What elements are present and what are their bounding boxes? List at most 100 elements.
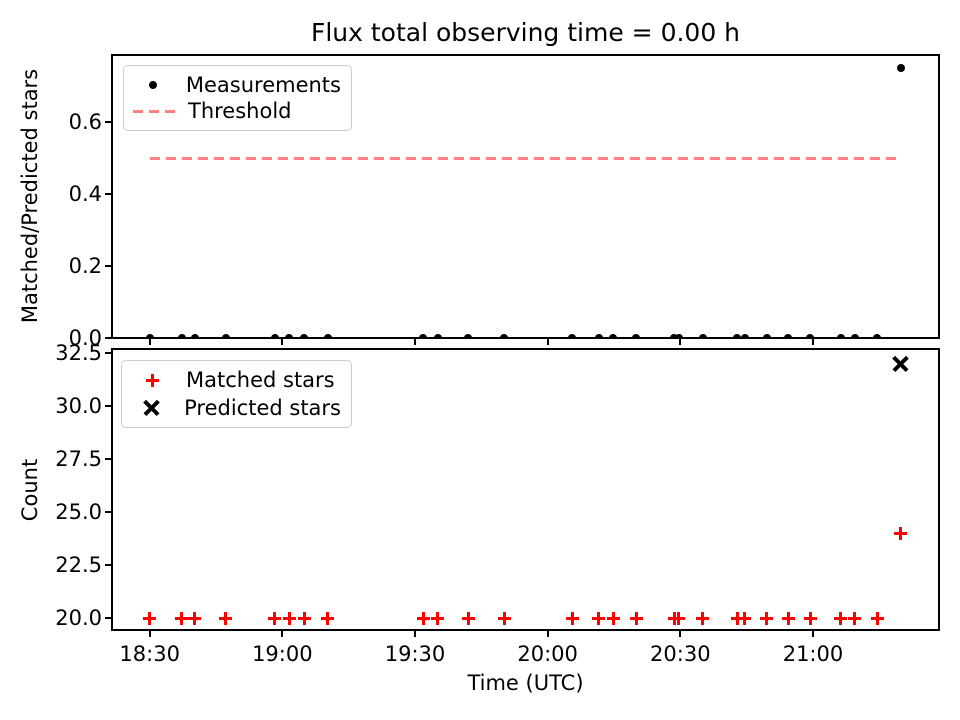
matched-stars-point bbox=[894, 527, 908, 540]
top-legend: Measurements Threshold bbox=[123, 65, 352, 131]
x-tick-mark bbox=[679, 338, 682, 345]
matched-stars-point bbox=[629, 611, 643, 625]
y-tick-label: 20.0 bbox=[55, 606, 102, 631]
matched-stars-point bbox=[781, 611, 795, 625]
legend-row-matched-stars: Matched stars bbox=[130, 368, 341, 392]
matched-stars-point bbox=[431, 611, 445, 625]
x-tick-mark bbox=[811, 338, 814, 345]
predicted-stars-x-icon bbox=[144, 400, 159, 415]
threshold-dash-icon bbox=[133, 109, 175, 113]
x-tick-mark bbox=[679, 630, 682, 637]
matched-stars-point bbox=[870, 611, 884, 625]
y-tick-mark bbox=[105, 617, 112, 620]
measurement-point bbox=[698, 334, 707, 338]
matched-stars-point bbox=[848, 611, 862, 625]
measurement-point bbox=[190, 334, 199, 338]
matched-stars-point bbox=[282, 611, 296, 625]
measurement-point bbox=[285, 334, 294, 338]
measurement-point bbox=[145, 334, 154, 338]
x-tick-label: 20:30 bbox=[650, 642, 711, 666]
x-tick-label: 20:00 bbox=[517, 642, 578, 666]
x-tick-mark bbox=[546, 630, 549, 637]
x-tick-label: 21:00 bbox=[782, 642, 844, 666]
matched-stars-point bbox=[738, 611, 752, 625]
x-tick-mark bbox=[148, 630, 151, 637]
matched-stars-point bbox=[565, 611, 579, 625]
y-tick-label: 0.4 bbox=[68, 182, 102, 207]
y-tick-label: 25.0 bbox=[55, 500, 102, 525]
measurement-point bbox=[733, 334, 742, 338]
matched-stars-point bbox=[143, 611, 157, 625]
matched-stars-point bbox=[188, 611, 202, 625]
y-tick-label: 27.5 bbox=[55, 447, 102, 472]
matched-stars-point bbox=[592, 611, 606, 625]
y-tick-mark bbox=[105, 121, 112, 124]
y-tick-mark bbox=[105, 352, 112, 355]
bottom-legend: Matched stars Predicted stars bbox=[121, 360, 352, 428]
matched-stars-point bbox=[461, 611, 475, 625]
x-tick-label: 18:30 bbox=[119, 642, 180, 666]
measurement-point bbox=[806, 334, 815, 338]
measurement-point bbox=[836, 334, 845, 338]
y-tick-label: 30.0 bbox=[55, 394, 102, 419]
x-tick-mark bbox=[148, 338, 151, 345]
legend-label-predicted-stars: Predicted stars bbox=[184, 395, 341, 420]
x-tick-mark bbox=[546, 338, 549, 345]
chart-title: Flux total observing time = 0.00 h bbox=[310, 18, 741, 47]
y-tick-label: 22.5 bbox=[55, 553, 102, 578]
y-tick-label: 0.6 bbox=[68, 110, 102, 135]
x-tick-mark bbox=[281, 338, 284, 345]
measurement-point bbox=[221, 334, 230, 338]
matched-stars-point bbox=[497, 611, 511, 625]
x-tick-mark bbox=[413, 338, 416, 345]
legend-row-measurements: Measurements bbox=[132, 73, 341, 97]
matched-stars-point bbox=[219, 611, 233, 625]
measurement-point bbox=[419, 334, 428, 338]
y-tick-mark bbox=[105, 458, 112, 461]
matched-stars-point bbox=[730, 611, 744, 625]
x-tick-mark bbox=[413, 630, 416, 637]
threshold-line bbox=[149, 156, 901, 160]
x-tick-label: 19:30 bbox=[384, 642, 446, 666]
measurement-point bbox=[740, 334, 749, 338]
measurement-point bbox=[609, 334, 618, 338]
plot-area-top bbox=[112, 55, 939, 338]
measurement-point bbox=[632, 334, 641, 338]
y-tick-label: 0.0 bbox=[68, 326, 102, 350]
matched-stars-point bbox=[834, 611, 848, 625]
measurement-point bbox=[896, 64, 905, 73]
measurement-point bbox=[270, 334, 279, 338]
legend-row-predicted-stars: Predicted stars bbox=[130, 396, 341, 420]
y-tick-mark bbox=[105, 193, 112, 196]
measurements-dot-icon bbox=[148, 80, 157, 89]
y-tick-label: 0.2 bbox=[68, 254, 102, 279]
legend-label-threshold: Threshold bbox=[188, 99, 292, 124]
matched-stars-point bbox=[696, 611, 710, 625]
y-tick-mark bbox=[105, 564, 112, 567]
matched-stars-point bbox=[297, 611, 311, 625]
plot-area-bottom bbox=[112, 349, 939, 630]
matched-stars-point bbox=[416, 611, 430, 625]
matched-stars-point bbox=[268, 611, 282, 625]
matched-stars-point bbox=[175, 611, 189, 625]
y-tick-mark bbox=[105, 265, 112, 268]
predicted-stars-point bbox=[893, 356, 908, 371]
x-tick-mark bbox=[281, 630, 284, 637]
matched-stars-plus-icon bbox=[145, 373, 159, 387]
measurement-point bbox=[762, 334, 771, 338]
measurement-point bbox=[674, 334, 683, 338]
measurement-point bbox=[464, 334, 473, 338]
legend-label-matched-stars: Matched stars bbox=[186, 368, 335, 393]
matched-stars-point bbox=[321, 611, 335, 625]
measurement-point bbox=[873, 334, 882, 338]
measurement-point bbox=[784, 334, 793, 338]
measurement-point bbox=[433, 334, 442, 338]
y-tick-mark bbox=[105, 337, 112, 339]
y-tick-mark bbox=[105, 511, 112, 514]
legend-label-measurements: Measurements bbox=[185, 72, 341, 97]
matched-stars-point bbox=[760, 611, 774, 625]
x-tick-mark bbox=[811, 630, 814, 637]
measurement-point bbox=[568, 334, 577, 338]
y-tick-label: 32.5 bbox=[55, 341, 102, 366]
